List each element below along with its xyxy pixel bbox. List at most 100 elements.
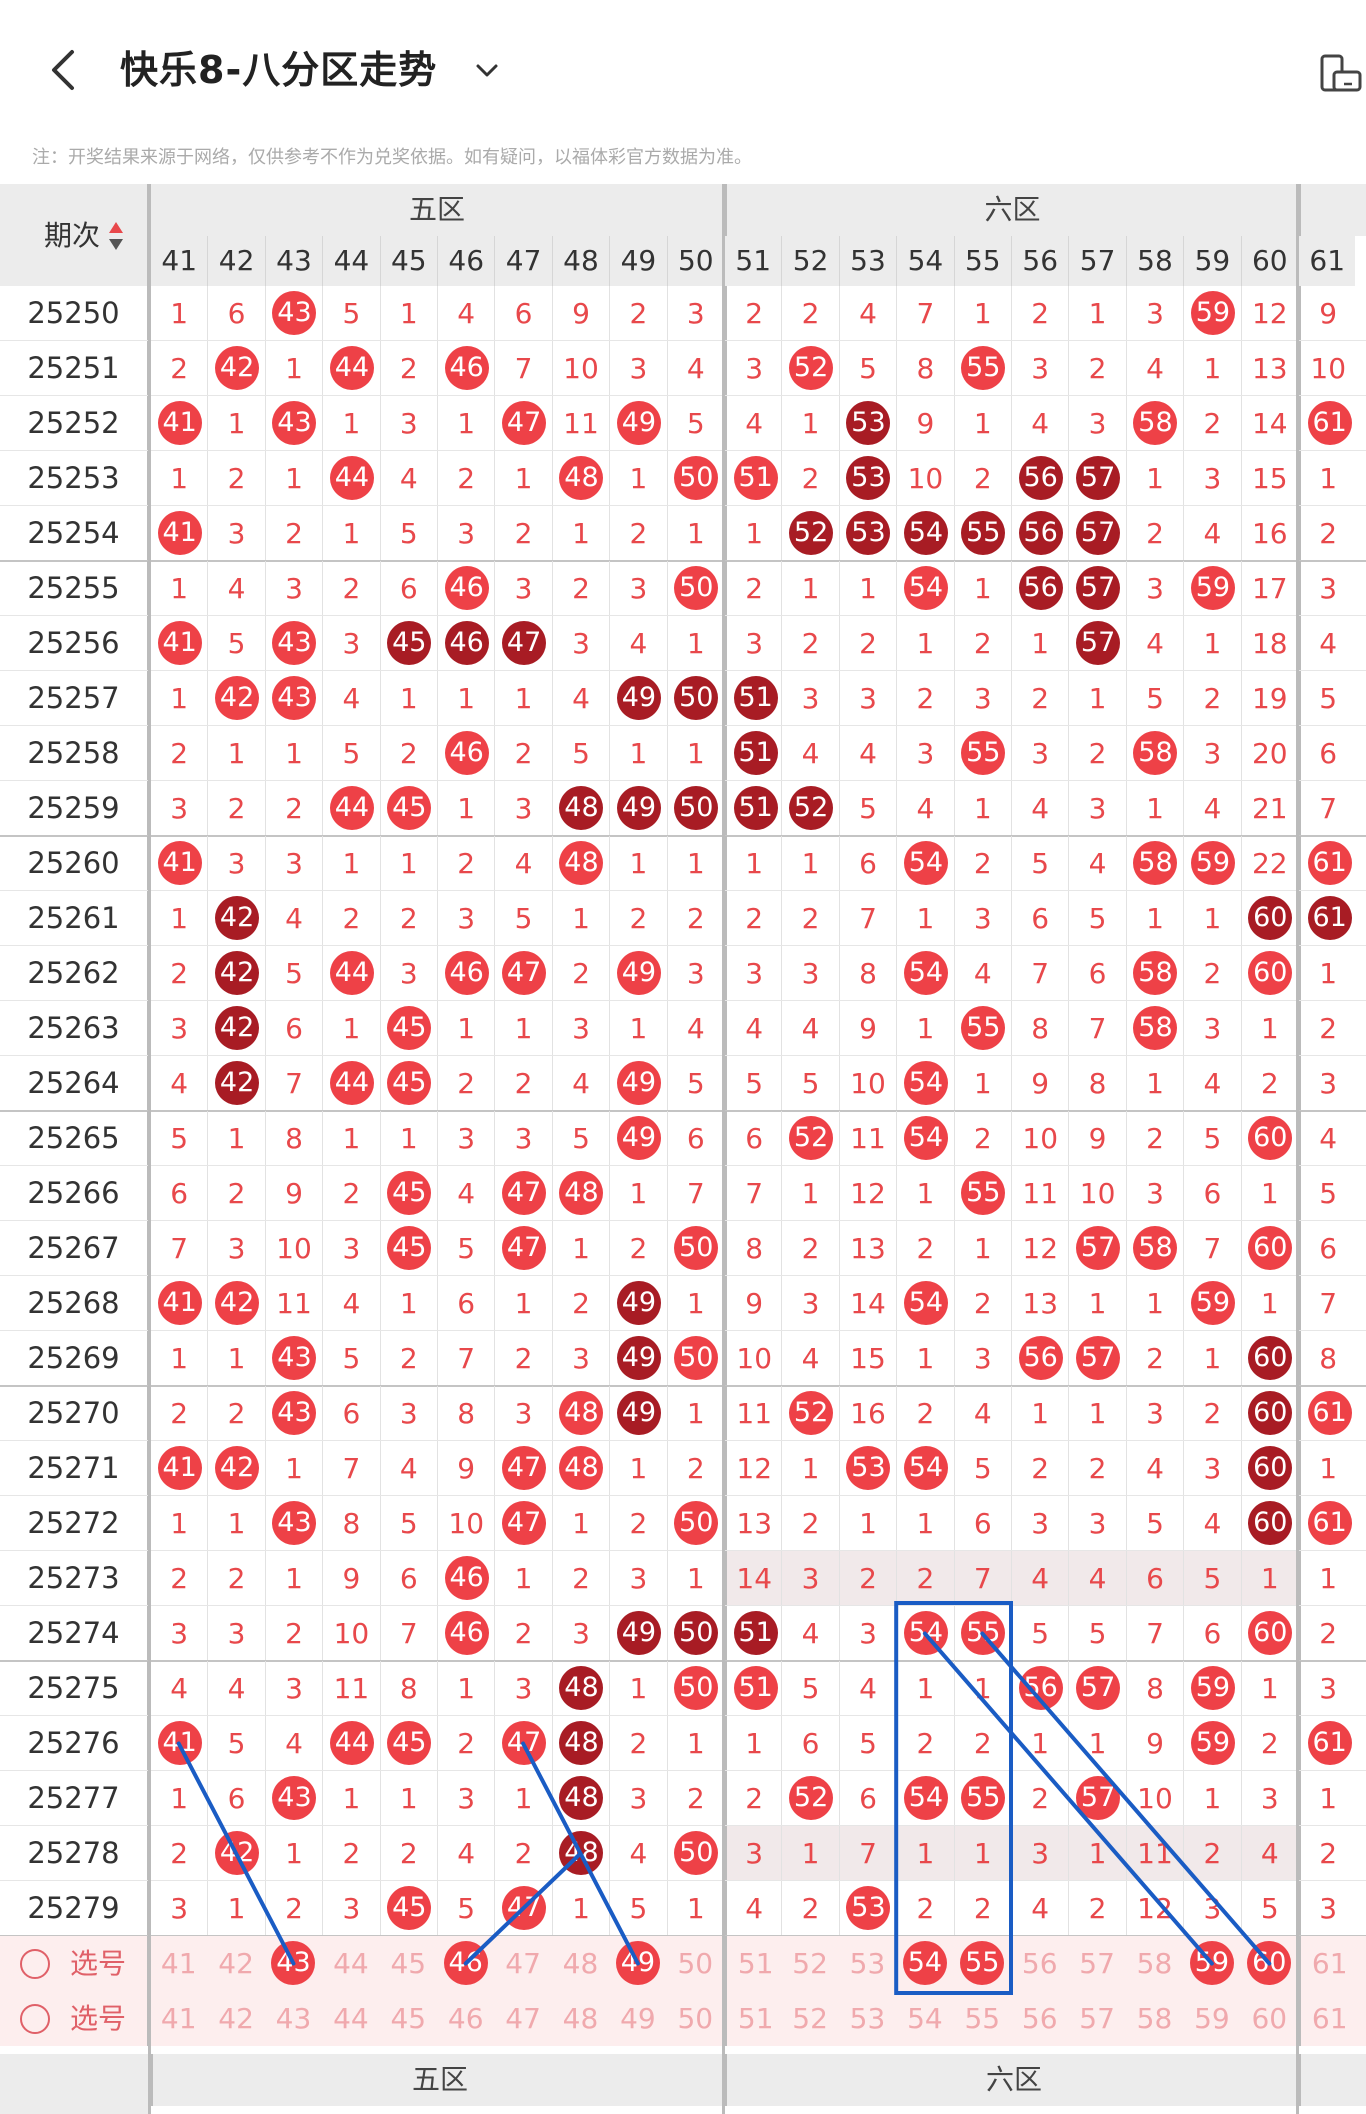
number-ball[interactable]: 48 — [559, 841, 604, 885]
trend-cell[interactable]: 1 — [781, 1166, 838, 1221]
trend-cell[interactable]: 41 — [150, 396, 207, 451]
trend-cell[interactable]: 47 — [494, 1881, 551, 1936]
trend-cell[interactable]: 4 — [724, 1881, 781, 1936]
trend-cell[interactable]: 2 — [207, 1386, 264, 1441]
trend-cell[interactable]: 2 — [379, 891, 437, 946]
number-ball[interactable]: 47 — [502, 1886, 547, 1930]
trend-cell[interactable]: 12 — [1125, 1881, 1183, 1936]
trend-cell[interactable]: 1 — [666, 506, 724, 561]
trend-cell[interactable]: 4 — [1183, 1056, 1240, 1111]
trend-cell[interactable]: 7 — [1125, 1606, 1183, 1661]
trend-cell[interactable]: 49 — [609, 946, 666, 1001]
trend-cell[interactable]: 2 — [666, 1771, 724, 1826]
number-ball[interactable]: 50 — [674, 786, 719, 830]
trend-cell[interactable]: 43 — [264, 1496, 322, 1551]
number-ball[interactable]: 42 — [215, 1006, 260, 1050]
trend-cell[interactable]: 8 — [838, 946, 896, 1001]
number-ball[interactable]: 41 — [157, 841, 202, 885]
trend-cell[interactable]: 9 — [264, 1166, 322, 1221]
trend-cell[interactable]: 3 — [953, 891, 1011, 946]
trend-cell[interactable]: 42 — [207, 1056, 264, 1111]
trend-cell[interactable]: 54 — [896, 1056, 953, 1111]
trend-cell[interactable]: 1 — [953, 781, 1011, 836]
trend-cell[interactable]: 7 — [1298, 1276, 1355, 1331]
number-ball[interactable]: 41 — [157, 401, 202, 445]
trend-cell[interactable]: 1 — [1240, 1001, 1298, 1056]
trend-cell[interactable]: 43 — [264, 616, 322, 671]
trend-cell[interactable]: 1 — [494, 1001, 551, 1056]
pick-number[interactable]: 44 — [322, 1936, 379, 1991]
trend-cell[interactable]: 2 — [437, 451, 494, 506]
trend-cell[interactable]: 1 — [150, 1771, 207, 1826]
trend-cell[interactable]: 10 — [1298, 341, 1355, 396]
trend-cell[interactable]: 3 — [1298, 1661, 1355, 1716]
number-ball[interactable]: 48 — [559, 456, 604, 500]
number-ball[interactable]: 47 — [502, 1501, 547, 1545]
trend-cell[interactable]: 55 — [953, 341, 1011, 396]
trend-cell[interactable]: 4 — [264, 1716, 322, 1771]
trend-cell[interactable]: 4 — [322, 1276, 379, 1331]
pick-number[interactable]: 44 — [322, 1991, 379, 2046]
trend-cell[interactable]: 47 — [494, 1496, 551, 1551]
trend-cell[interactable]: 2 — [609, 891, 666, 946]
trend-cell[interactable]: 1 — [666, 616, 724, 671]
trend-cell[interactable]: 1 — [379, 1276, 437, 1331]
trend-cell[interactable]: 1 — [150, 561, 207, 616]
trend-cell[interactable]: 59 — [1183, 1661, 1240, 1716]
number-ball[interactable]: 48 — [559, 1171, 604, 1215]
trend-cell[interactable]: 1 — [1125, 451, 1183, 506]
trend-cell[interactable]: 5 — [322, 726, 379, 781]
trend-cell[interactable]: 43 — [264, 286, 322, 341]
trend-cell[interactable]: 1 — [724, 506, 781, 561]
trend-cell[interactable]: 48 — [551, 1771, 609, 1826]
back-chevron-icon[interactable] — [44, 44, 84, 96]
trend-cell[interactable]: 49 — [609, 1276, 666, 1331]
trend-cell[interactable]: 42 — [207, 1441, 264, 1496]
number-ball[interactable]: 45 — [387, 1886, 432, 1930]
number-ball[interactable]: 45 — [387, 1226, 432, 1270]
trend-cell[interactable]: 1 — [150, 451, 207, 506]
trend-cell[interactable]: 1 — [953, 1221, 1011, 1276]
trend-cell[interactable]: 1 — [724, 836, 781, 891]
number-ball[interactable]: 50 — [674, 1666, 719, 1710]
pick-number[interactable]: 49 — [609, 1991, 666, 2046]
pick-number[interactable]: 56 — [1011, 1936, 1068, 1991]
trend-cell[interactable]: 1 — [150, 891, 207, 946]
trend-cell[interactable]: 41 — [150, 1276, 207, 1331]
trend-cell[interactable]: 54 — [896, 1111, 953, 1166]
trend-cell[interactable]: 4 — [1183, 506, 1240, 561]
trend-cell[interactable]: 14 — [838, 1276, 896, 1331]
trend-cell[interactable]: 47 — [494, 1716, 551, 1771]
trend-cell[interactable]: 7 — [838, 891, 896, 946]
trend-cell[interactable]: 54 — [896, 1441, 953, 1496]
trend-cell[interactable]: 48 — [551, 451, 609, 506]
trend-cell[interactable]: 2 — [322, 1826, 379, 1881]
trend-cell[interactable]: 42 — [207, 891, 264, 946]
trend-cell[interactable]: 11 — [838, 1111, 896, 1166]
number-ball[interactable]: 54 — [903, 1611, 948, 1655]
trend-cell[interactable]: 4 — [724, 1001, 781, 1056]
trend-cell[interactable]: 2 — [609, 1221, 666, 1276]
trend-cell[interactable]: 2 — [1298, 1826, 1355, 1881]
trend-cell[interactable]: 16 — [838, 1386, 896, 1441]
trend-cell[interactable]: 60 — [1240, 1606, 1298, 1661]
trend-cell[interactable]: 1 — [609, 1661, 666, 1716]
trend-cell[interactable]: 8 — [437, 1386, 494, 1441]
trend-cell[interactable]: 2 — [551, 1276, 609, 1331]
trend-cell[interactable]: 4 — [781, 1331, 838, 1386]
number-ball[interactable]: 51 — [733, 1666, 778, 1710]
trend-cell[interactable]: 6 — [322, 1386, 379, 1441]
trend-cell[interactable]: 42 — [207, 1001, 264, 1056]
trend-cell[interactable]: 1 — [264, 451, 322, 506]
number-ball[interactable]: 57 — [1076, 1336, 1121, 1380]
pick-number[interactable]: 50 — [667, 1936, 724, 1991]
trend-cell[interactable]: 50 — [666, 1826, 724, 1881]
number-ball[interactable]: 57 — [1076, 566, 1121, 610]
trend-cell[interactable]: 6 — [838, 836, 896, 891]
trend-cell[interactable]: 2 — [609, 286, 666, 341]
trend-cell[interactable]: 7 — [322, 1441, 379, 1496]
trend-cell[interactable]: 1 — [1125, 1276, 1183, 1331]
trend-cell[interactable]: 4 — [1068, 836, 1125, 891]
trend-cell[interactable]: 5 — [1011, 836, 1068, 891]
trend-cell[interactable]: 10 — [551, 341, 609, 396]
